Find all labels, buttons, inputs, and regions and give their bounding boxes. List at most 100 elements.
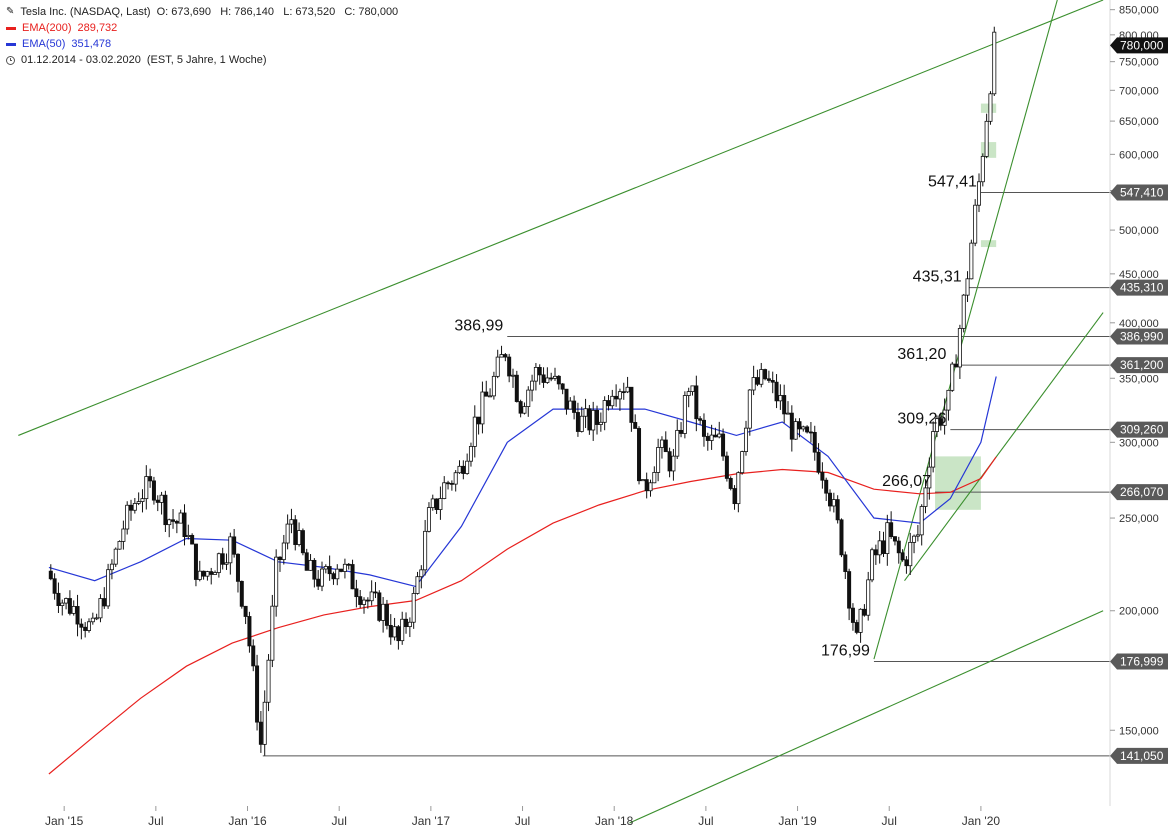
candle-body (835, 499, 840, 521)
candle-body (281, 542, 286, 561)
candle-body (148, 476, 153, 482)
level-annotation-3: 361,20 (897, 346, 946, 363)
date-range: 01.12.2014 - 03.02.2020 (21, 54, 141, 66)
y-tick-label: 400,000 (1119, 318, 1159, 330)
trendline-2 (904, 312, 1104, 582)
y-tick-label: 650,000 (1119, 116, 1159, 128)
candle-body (484, 391, 489, 397)
candle-body (86, 621, 91, 631)
candle-body (308, 559, 313, 571)
candle-body (644, 479, 649, 492)
y-tick-label: 750,000 (1119, 57, 1159, 69)
candle-body (163, 494, 168, 526)
candle-body (805, 426, 810, 433)
candle-body (174, 521, 179, 524)
support-zone-0 (935, 456, 981, 510)
candle-body (889, 522, 894, 537)
candle-body (193, 543, 198, 580)
y-tick-label: 600,000 (1119, 149, 1159, 161)
candle-body (808, 431, 813, 434)
price-tag-0-text: 547,410 (1120, 185, 1164, 199)
candle-body (495, 356, 500, 377)
candle-body (316, 578, 321, 587)
candle-body (423, 530, 428, 571)
candle-body (850, 607, 855, 623)
y-tick-label: 300,000 (1119, 437, 1159, 449)
price-tag-6-bg (1110, 653, 1168, 670)
candle-body (526, 389, 531, 407)
candle-body (721, 433, 726, 457)
candle-body (965, 278, 970, 296)
price-tag-1-bg (1110, 279, 1168, 296)
x-tick-label: Jul (148, 814, 163, 828)
x-tick-label: Jul (515, 814, 530, 828)
candle-body (125, 504, 130, 530)
candle-body (545, 377, 550, 383)
candle-body (438, 498, 443, 510)
candle-body (358, 596, 363, 605)
candle-body (312, 559, 317, 580)
candle-body (732, 488, 737, 505)
candle-body (870, 549, 875, 581)
candle-body (766, 378, 771, 381)
candle-body (919, 506, 924, 536)
candle-body (369, 591, 374, 602)
price-tag-6-text: 176,999 (1120, 655, 1164, 669)
candle-body (461, 465, 466, 474)
candle-body (258, 721, 263, 745)
candle-body (923, 487, 928, 507)
candle-body (411, 593, 416, 623)
candle-body (950, 363, 955, 391)
tool-icon[interactable]: ✎ (6, 6, 15, 17)
candle-body (220, 553, 225, 565)
candle-body (197, 570, 202, 580)
candle-body (465, 460, 470, 474)
candle-body (52, 578, 57, 594)
ema50-label: EMA(50) (22, 38, 66, 50)
candle-body (339, 568, 344, 572)
candle-body (629, 386, 634, 423)
candle-body (843, 554, 848, 572)
x-tick-label: Jan '17 (412, 814, 451, 828)
candle-body (64, 598, 69, 604)
candle-body (682, 395, 687, 434)
price-tag-0-bg (1110, 184, 1168, 201)
candle-body (759, 369, 764, 385)
candle-body (71, 606, 76, 614)
candle-body (136, 501, 141, 504)
candle-body (736, 472, 741, 505)
candle-body (530, 380, 535, 391)
candle-body (507, 356, 512, 377)
instrument-name: Tesla Inc. (NASDAQ, Last) (20, 6, 151, 18)
legend-range: 01.12.2014 - 03.02.2020 (EST, 5 Jahre, 1… (6, 52, 404, 68)
candle-body (927, 466, 932, 489)
candle-body (468, 446, 473, 462)
candle-body (931, 431, 936, 468)
candle-body (449, 482, 454, 485)
candle-body (98, 598, 103, 619)
candle-body (591, 409, 596, 431)
candle-body (671, 455, 676, 472)
x-tick-label: Jan '16 (228, 814, 267, 828)
candle-body (656, 447, 661, 473)
candle-body (709, 434, 714, 441)
candle-body (255, 665, 260, 723)
candle-body (510, 374, 515, 377)
candle-body (102, 598, 107, 607)
ohlc-values: O: 673,690 H: 786,140 L: 673,520 C: 780,… (156, 6, 399, 18)
price-tag-2-bg (1110, 328, 1168, 345)
candle-body (228, 536, 233, 564)
candle-body (858, 608, 863, 633)
candle-body (793, 421, 798, 440)
candle-body (847, 571, 852, 609)
candle-body (717, 433, 722, 438)
range-info: (EST, 5 Jahre, 1 Woche) (146, 54, 267, 66)
candle-body (155, 499, 160, 503)
candle-body (583, 408, 588, 417)
candle-body (323, 566, 328, 570)
candle-body (167, 519, 172, 526)
candle-body (209, 571, 214, 575)
candle-body (617, 391, 622, 400)
candle-body (297, 530, 302, 545)
